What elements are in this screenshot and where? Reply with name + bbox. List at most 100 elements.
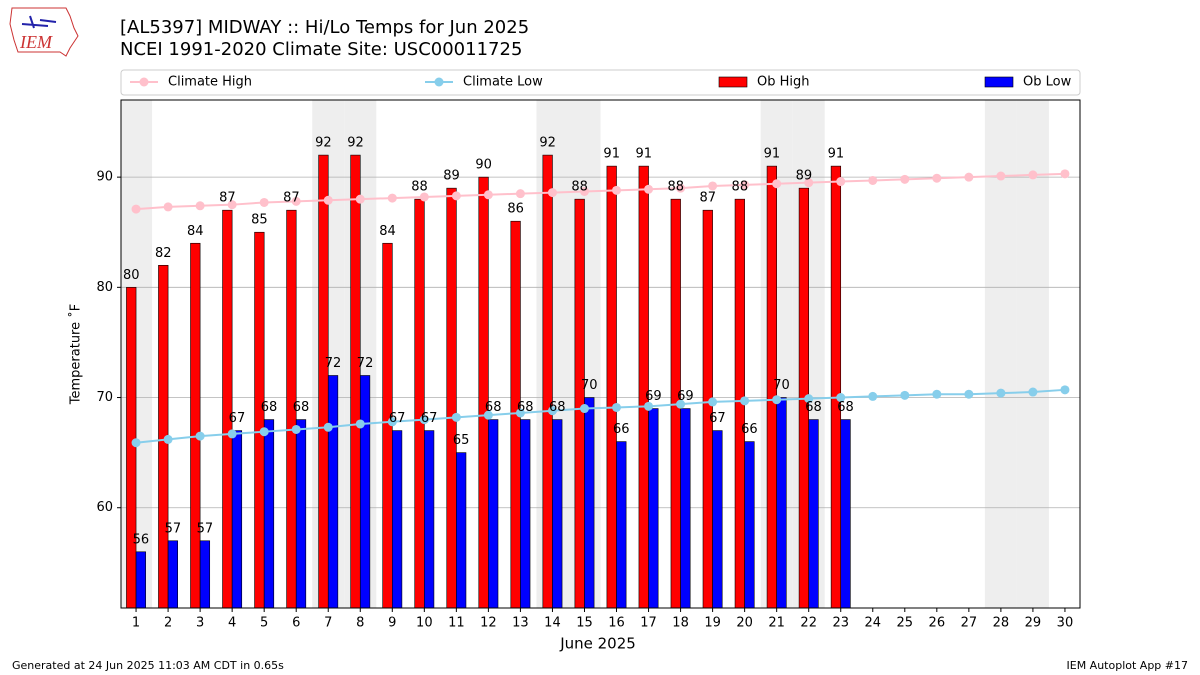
x-axis-label: June 2025 (559, 635, 636, 653)
data-label: 86 (507, 202, 524, 217)
line-marker (644, 401, 654, 411)
line-marker (195, 201, 205, 211)
line-marker (932, 389, 942, 399)
data-label: 92 (347, 136, 364, 151)
logo: IEM (9, 7, 79, 57)
data-label: 89 (443, 169, 460, 184)
line-marker (740, 180, 750, 190)
legend-label: Climate Low (463, 75, 543, 90)
data-label: 84 (187, 224, 204, 239)
data-label: 67 (229, 411, 246, 426)
x-tick-label: 18 (672, 616, 689, 631)
x-tick-label: 20 (736, 616, 753, 631)
data-label: 87 (700, 191, 717, 206)
line-marker (579, 404, 589, 414)
x-tick-label: 27 (961, 616, 978, 631)
bar (744, 441, 755, 609)
footer-left: Generated at 24 Jun 2025 11:03 AM CDT in… (12, 659, 284, 672)
data-label: 69 (645, 389, 662, 404)
data-label: 88 (667, 180, 684, 195)
line-marker (387, 193, 397, 203)
data-label: 84 (379, 224, 396, 239)
bar (254, 231, 265, 609)
line-marker (131, 438, 141, 448)
line-marker (964, 389, 974, 399)
line-marker (1028, 170, 1038, 180)
bar (446, 187, 457, 609)
bar (318, 154, 329, 609)
bar (392, 430, 403, 609)
x-tick-label: 17 (640, 616, 657, 631)
x-tick-label: 14 (544, 616, 561, 631)
x-tick-label: 25 (897, 616, 914, 631)
bar (680, 408, 691, 609)
y-tick-label: 70 (96, 390, 113, 405)
line-marker (708, 397, 718, 407)
line-marker (483, 410, 493, 420)
data-label: 68 (549, 400, 566, 415)
x-tick-label: 9 (388, 616, 396, 631)
x-tick-label: 15 (576, 616, 593, 631)
data-label: 66 (741, 422, 758, 437)
data-label: 88 (571, 180, 588, 195)
data-label: 88 (732, 180, 749, 195)
line-marker (836, 177, 846, 187)
line-marker (612, 402, 622, 412)
data-label: 57 (165, 521, 182, 536)
bar (167, 540, 178, 609)
line (135, 172, 1065, 211)
bar (606, 165, 617, 609)
plot-frame (120, 99, 1081, 609)
x-tick-label: 3 (196, 616, 204, 631)
line-marker (419, 415, 429, 425)
bar (552, 419, 563, 609)
x-tick-label: 13 (512, 616, 529, 631)
line-marker (868, 175, 878, 185)
bar (574, 198, 585, 609)
data-label: 92 (539, 136, 556, 151)
bar (648, 408, 659, 609)
x-tick-label: 10 (416, 616, 433, 631)
x-tick-label: 28 (993, 616, 1010, 631)
bar (712, 430, 723, 609)
bar (616, 441, 627, 609)
line-marker (515, 408, 525, 418)
legend-box (120, 69, 1081, 96)
bar (359, 375, 371, 609)
data-label: 92 (315, 136, 332, 151)
data-label: 68 (805, 400, 822, 415)
data-label: 68 (293, 400, 310, 415)
x-tick-label: 5 (260, 616, 268, 631)
bar (190, 242, 201, 609)
x-tick-label: 12 (480, 616, 497, 631)
line-marker (964, 172, 974, 182)
x-tick-label: 22 (800, 616, 817, 631)
line-marker (323, 195, 333, 205)
line-marker (131, 204, 141, 214)
x-tick-label: 24 (864, 616, 881, 631)
bar (830, 165, 842, 609)
line-marker (900, 390, 910, 400)
legend-swatch (984, 76, 1014, 88)
line-marker (772, 179, 782, 189)
bar (584, 397, 595, 609)
data-label: 91 (828, 147, 845, 162)
x-tick-label: 6 (292, 616, 300, 631)
legend-swatch (718, 76, 748, 88)
bar (520, 419, 531, 609)
line-marker (579, 186, 589, 196)
line-marker (355, 419, 365, 429)
bar (126, 287, 137, 609)
line-marker (163, 202, 173, 212)
line-marker (708, 181, 718, 191)
chart-title: [AL5397] MIDWAY :: Hi/Lo Temps for Jun 2… (120, 17, 529, 38)
line-marker (387, 417, 397, 427)
legend-label: Ob Low (1023, 75, 1072, 90)
legend-label: Climate High (168, 75, 252, 90)
data-label: 68 (517, 400, 534, 415)
x-tick-label: 7 (324, 616, 332, 631)
legend-marker (434, 77, 444, 87)
line-marker (932, 173, 942, 183)
data-label: 56 (133, 532, 150, 547)
data-label: 57 (197, 521, 214, 536)
